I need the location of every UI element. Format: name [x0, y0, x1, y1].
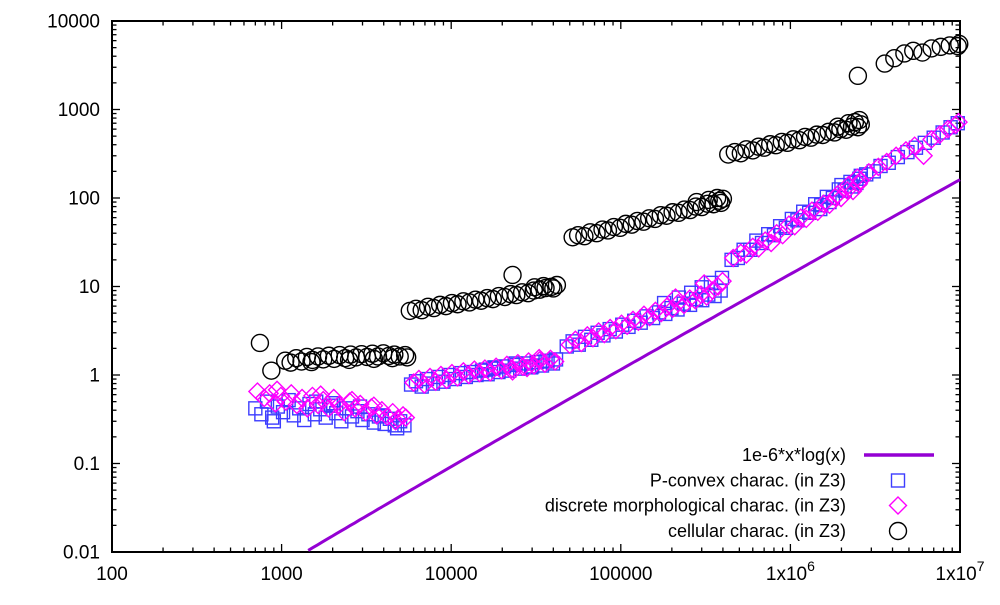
x-tick-label: 100000	[589, 564, 652, 585]
series-circle	[250, 34, 969, 380]
y-tick-label: 100	[68, 189, 100, 210]
function-line	[307, 178, 961, 552]
series-square	[248, 116, 965, 436]
axis-ticks	[111, 20, 961, 553]
x-tick-label: 1x106	[766, 558, 815, 585]
legend: 1e-6*x*log(x) P-convex charac. (in Z3) dis…	[545, 445, 934, 541]
x-tick-label: 1x107	[936, 558, 985, 585]
y-tick-label: 1000	[58, 100, 100, 121]
legend-label: 1e-6*x*log(x)	[742, 445, 846, 465]
x-tick-label: 10000	[425, 564, 478, 585]
x-tick-label: 100	[96, 564, 128, 585]
series-diamond	[247, 112, 969, 431]
y-tick-label: 10	[79, 277, 100, 298]
y-tick-label: 0.1	[74, 454, 100, 475]
y-axis-labels: 10000 1000 100 10 1 0.1 0.01	[47, 12, 100, 564]
y-tick-label: 10000	[47, 12, 100, 33]
legend-label: discrete morphological charac. (in Z3)	[545, 496, 846, 516]
legend-label: P-convex charac. (in Z3)	[650, 471, 846, 491]
x-tick-label: 1000	[260, 564, 302, 585]
y-tick-label: 1	[89, 366, 100, 387]
y-tick-label: 0.01	[63, 543, 100, 564]
x-axis-labels: 100 1000 10000 100000 1x106 1x107	[96, 558, 985, 585]
legend-label: cellular charac. (in Z3)	[668, 521, 846, 541]
